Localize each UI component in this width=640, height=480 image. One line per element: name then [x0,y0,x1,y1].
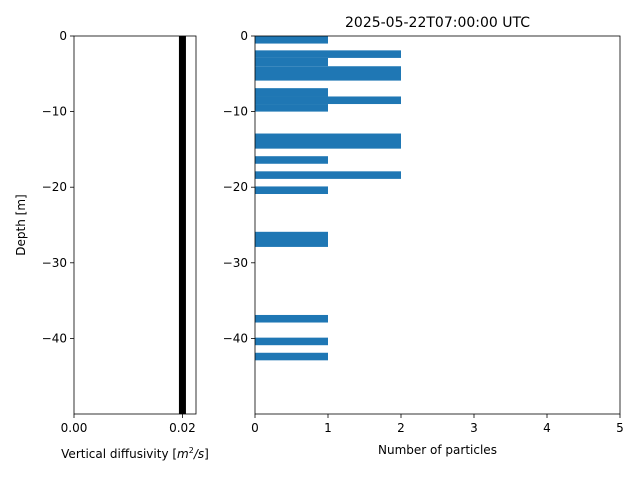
x-tick-label: 5 [616,421,624,435]
x-tick-label: 0.02 [169,421,196,435]
diffusivity-panel: 0.00 0.02 0 −10 −20 −30 −40 Vertical diffusiv… [14,29,209,461]
particles-x-axis-label: Number of particles [378,443,497,457]
y-tick-label: −40 [42,331,67,345]
particle-count-bar [255,66,401,81]
particle-count-bar [255,314,328,323]
particle-count-bar [255,186,328,195]
x-tick-label: 0 [251,421,259,435]
y-tick-label: −30 [42,256,67,270]
diffusivity-x-axis-label: Vertical diffusivity [m2/s] [61,446,209,461]
x-tick-label: 4 [543,421,551,435]
particle-count-bar [255,57,328,67]
y-tick-label: 0 [59,29,67,43]
x-tick-label: 1 [324,421,332,435]
x-tick-label: 3 [470,421,478,435]
particle-count-bar [255,337,328,346]
particle-count-bar [255,36,328,44]
y-tick-label: −30 [223,256,248,270]
particle-count-bar [255,88,328,97]
particle-count-bar [255,156,328,164]
diffusivity-x-ticks: 0.00 0.02 [61,414,196,435]
particle-bars [255,36,401,361]
y-tick-label: −20 [42,180,67,194]
x-tick-label: 2 [397,421,405,435]
y-tick-label: −40 [223,331,248,345]
particles-axes-frame [254,35,621,415]
particle-count-bar [255,352,328,361]
particle-count-bar [255,231,328,247]
particle-count-bar [255,171,401,179]
particles-y-ticks: 0 −10 −20 −30 −40 [223,29,255,345]
x-tick-label: 0.00 [61,421,88,435]
y-tick-label: −10 [223,105,248,119]
particles-x-ticks: 0 1 2 3 4 5 [251,414,624,435]
particle-count-bar [255,133,401,149]
y-tick-label: −20 [223,180,248,194]
particles-chart-title: 2025-05-22T07:00:00 UTC [345,15,530,31]
particle-count-bar [255,104,328,112]
y-tick-label: 0 [240,29,248,43]
particle-count-bar [255,50,401,58]
particles-panel: 0 1 2 3 4 5 0 −10 −20 −30 −40 2025-05-22T07:00:00… [223,15,624,457]
diffusivity-y-axis-label: Depth [m] [14,194,28,255]
y-tick-label: −10 [42,105,67,119]
diffusivity-axes-frame [73,35,197,415]
diffusivity-y-ticks: 0 −10 −20 −30 −40 [42,29,74,345]
particle-count-bar [255,96,401,105]
